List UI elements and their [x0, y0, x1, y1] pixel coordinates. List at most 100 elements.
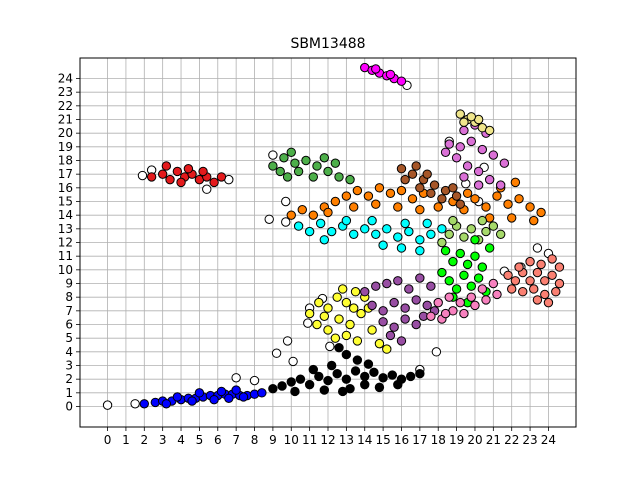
data-point	[374, 183, 385, 193]
data-point	[451, 191, 462, 201]
data-point	[514, 262, 524, 272]
data-point	[334, 343, 344, 353]
data-point	[510, 177, 521, 188]
data-point	[382, 224, 392, 234]
data-point	[459, 270, 469, 280]
data-point	[455, 297, 465, 308]
x-tick-label: 16	[394, 433, 409, 447]
y-tick-label: 12	[58, 236, 73, 250]
data-point	[286, 147, 296, 158]
cluster-14	[455, 109, 495, 136]
data-point	[473, 180, 484, 190]
data-point	[209, 177, 219, 188]
data-point	[249, 375, 260, 386]
data-point	[481, 295, 491, 305]
data-point	[385, 69, 396, 80]
data-point	[518, 287, 528, 297]
data-point	[462, 259, 473, 270]
data-point	[411, 161, 421, 171]
data-point	[415, 183, 425, 193]
data-point	[407, 194, 418, 204]
data-point	[341, 191, 352, 201]
data-point	[341, 297, 352, 308]
data-point	[308, 364, 319, 375]
data-point	[462, 161, 473, 171]
data-point	[484, 125, 495, 136]
data-point	[349, 202, 359, 212]
data-point	[477, 284, 488, 294]
x-axis-ticks: 0 1 2 3 4 5 6 7 8 9 10 11 12 13 14 15 16 17 18 19 20 21 22 23 24	[104, 427, 556, 447]
data-point	[323, 325, 333, 335]
data-points	[102, 62, 565, 410]
data-point	[426, 311, 436, 321]
data-point	[367, 215, 377, 226]
data-point	[459, 117, 469, 127]
y-tick-label: 13	[58, 222, 73, 236]
data-point	[334, 314, 344, 324]
data-point	[444, 276, 454, 286]
data-point	[345, 319, 355, 330]
data-point	[161, 161, 172, 171]
data-point	[507, 213, 517, 223]
data-point	[187, 396, 197, 406]
data-point	[473, 273, 484, 283]
data-point	[470, 251, 480, 261]
data-point	[194, 388, 205, 398]
data-point	[459, 125, 469, 136]
data-point	[349, 303, 359, 313]
x-tick-label: 22	[504, 433, 519, 447]
data-point	[323, 375, 333, 386]
data-point	[349, 229, 359, 240]
x-tick-label: 15	[375, 433, 390, 447]
data-point	[389, 297, 399, 308]
data-point	[130, 399, 140, 409]
data-point	[356, 308, 366, 319]
x-tick-label: 14	[357, 433, 372, 447]
data-point	[352, 355, 363, 365]
y-tick-label: 9	[65, 277, 73, 291]
data-point	[268, 150, 278, 160]
data-point	[268, 384, 278, 394]
data-point	[161, 399, 172, 409]
data-point	[536, 259, 546, 270]
data-point	[345, 174, 355, 185]
data-point	[341, 349, 352, 360]
data-point	[157, 169, 168, 179]
data-point	[165, 174, 175, 185]
data-point	[341, 215, 352, 226]
data-point	[543, 297, 554, 308]
cluster-2	[268, 343, 425, 397]
data-point	[470, 194, 480, 204]
cluster-3	[304, 284, 392, 354]
x-tick-label: 17	[412, 433, 427, 447]
x-tick-label: 11	[302, 433, 317, 447]
data-point	[323, 166, 333, 177]
x-tick-label: 2	[140, 433, 148, 447]
data-point	[466, 136, 476, 147]
data-point	[216, 172, 227, 182]
data-point	[176, 177, 186, 188]
data-point	[433, 297, 443, 308]
data-point	[378, 240, 388, 250]
data-point	[231, 373, 241, 383]
data-point	[448, 183, 458, 193]
x-tick-label: 6	[214, 433, 222, 447]
data-point	[488, 278, 499, 289]
data-point	[444, 139, 454, 149]
data-point	[286, 377, 296, 387]
y-tick-label: 6	[65, 318, 73, 332]
plot-frame	[79, 57, 577, 428]
data-point	[325, 341, 335, 352]
data-point	[393, 232, 403, 242]
y-tick-label: 7	[65, 304, 73, 318]
y-tick-label: 14	[58, 208, 73, 222]
y-tick-label: 10	[58, 263, 73, 277]
y-tick-label: 18	[58, 154, 73, 168]
data-point	[332, 292, 342, 302]
data-point	[477, 144, 488, 155]
data-point	[319, 311, 330, 321]
data-point	[466, 292, 476, 302]
y-tick-label: 15	[58, 195, 73, 209]
data-point	[525, 202, 535, 212]
